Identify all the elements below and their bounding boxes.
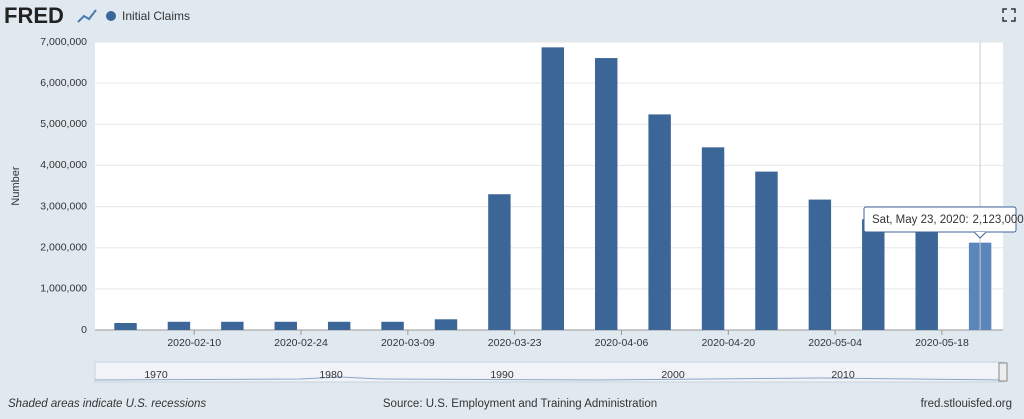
bar [167, 321, 191, 330]
site-url[interactable]: fred.stlouisfed.org [921, 398, 1012, 410]
y-tick-label: 3,000,000 [40, 200, 87, 212]
navigator-handle[interactable] [998, 362, 1008, 382]
y-tick-label: 0 [81, 324, 87, 336]
bar [915, 229, 938, 330]
bar [595, 58, 618, 330]
x-tick-label: 2020-05-18 [915, 337, 969, 349]
x-tick-label: 2020-03-09 [381, 337, 435, 349]
y-axis-label: Number [10, 166, 22, 205]
x-tick-label: 2020-03-23 [488, 337, 542, 349]
navigator-label: 1970 [144, 369, 168, 381]
tooltip: Sat, May 23, 2020: 2,123,000 [863, 206, 1024, 239]
navigator[interactable] [94, 361, 1008, 383]
navigator-line [94, 376, 1004, 381]
legend-label[interactable]: Initial Claims [122, 9, 190, 23]
tooltip-box [863, 206, 1017, 233]
tooltip-value: 2,123,000 [973, 214, 1024, 226]
y-tick-label: 6,000,000 [40, 77, 87, 89]
logo: FRED [4, 3, 64, 28]
bar [862, 219, 885, 330]
x-tick-label: 2020-05-04 [808, 337, 862, 349]
bar [701, 147, 725, 330]
x-tick-label: 2020-02-10 [167, 337, 221, 349]
bar [381, 321, 404, 330]
tooltip-text: Sat, May 23, 2020: 2,123,000 [872, 214, 1024, 226]
bar [434, 319, 458, 330]
y-tick-label: 7,000,000 [40, 36, 87, 48]
fullscreen-icon[interactable] [1002, 8, 1016, 22]
navigator-label: 1980 [319, 369, 343, 381]
bar [755, 171, 778, 330]
legend-marker [106, 11, 116, 21]
recession-note: Shaded areas indicate U.S. recessions [8, 398, 206, 410]
x-tick-label: 2020-04-20 [701, 337, 755, 349]
y-tick-label: 4,000,000 [40, 159, 87, 171]
y-tick-label: 1,000,000 [40, 283, 87, 295]
bar [648, 114, 671, 330]
source: Source: U.S. Employment and Training Adm… [383, 398, 657, 410]
legend[interactable]: Initial Claims [106, 9, 190, 23]
x-tick-label: 2020-02-24 [274, 337, 328, 349]
navigator-label: 2000 [661, 369, 685, 381]
logo-icon [77, 9, 97, 23]
bar [274, 321, 297, 330]
bar [488, 194, 511, 330]
bar [327, 321, 351, 330]
navigator-label: 1990 [490, 369, 514, 381]
bar [114, 323, 137, 330]
bar [221, 321, 244, 330]
navigator-label: 2010 [831, 369, 855, 381]
bar [541, 47, 565, 330]
bar [808, 199, 832, 330]
y-tick-label: 5,000,000 [40, 118, 87, 130]
x-tick-label: 2020-04-06 [595, 337, 649, 349]
tooltip-date: Sat, May 23, 2020: [872, 214, 969, 226]
tooltip-pointer [973, 231, 987, 239]
y-tick-label: 2,000,000 [40, 241, 87, 253]
